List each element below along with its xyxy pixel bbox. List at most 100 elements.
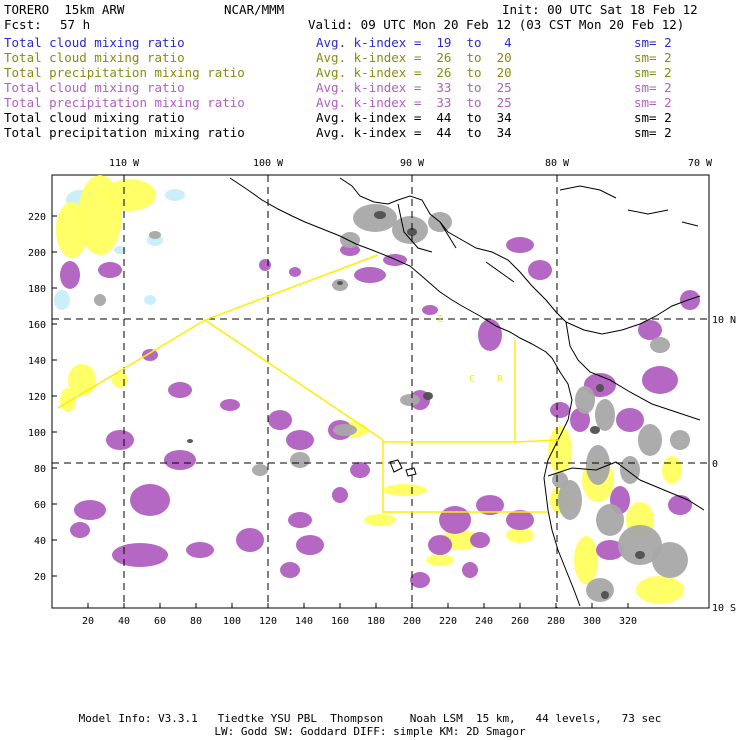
longitude-label: 110 W	[109, 158, 140, 169]
dark-cloud-patch	[337, 281, 343, 285]
legend-kindex: Avg. k-index = 33 to 25	[316, 80, 512, 95]
init-time: Init: 00 UTC Sat 18 Feb 12	[502, 2, 698, 17]
cloud-light-cloud-patch	[54, 290, 70, 310]
forecast-label: Fcst:	[4, 17, 42, 32]
gray-cloud-patch	[333, 424, 357, 436]
purple-cloud-patch	[259, 259, 271, 271]
purple-cloud-patch	[616, 408, 644, 432]
x-tick-label: 260	[511, 616, 529, 627]
purple-cloud-patch	[350, 462, 370, 478]
gray-cloud-patch	[575, 386, 595, 414]
y-tick-label: 180	[28, 284, 46, 295]
gray-cloud-patch	[400, 394, 420, 406]
longitude-label: 100 W	[253, 158, 284, 169]
legend-kindex: Avg. k-index = 44 to 34	[316, 110, 512, 125]
purple-cloud-patch	[340, 244, 360, 256]
gray-cloud-patch	[595, 399, 615, 431]
legend-field: Total precipitation mixing ratio	[4, 125, 245, 140]
purple-cloud-patch	[74, 500, 106, 520]
model-info-line2: LW: Godd SW: Goddard DIFF: simple KM: 2D…	[214, 725, 526, 738]
y-tick-label: 40	[34, 536, 46, 547]
legend-field: Total cloud mixing ratio	[4, 35, 185, 50]
purple-cloud-patch	[668, 495, 692, 515]
lat-lon-grid	[52, 175, 709, 608]
yellow-cloud-patch	[104, 179, 156, 211]
purple-cloud-patch	[550, 402, 570, 418]
legend-smoothing: sm= 2	[634, 65, 672, 80]
yellow-cloud-patch	[60, 388, 76, 412]
legend-field: Total precipitation mixing ratio	[4, 65, 245, 80]
purple-cloud-patch	[638, 320, 662, 340]
purple-cloud-patch	[470, 532, 490, 548]
gulf-coast	[339, 177, 567, 323]
caribbean-islands	[559, 185, 699, 227]
yellow-cloud-patch	[364, 514, 396, 526]
purple-cloud-patch	[478, 319, 502, 351]
gray-cloud-patch	[586, 445, 610, 485]
galapagos	[389, 459, 417, 477]
cloud-light-cloud-patch	[114, 246, 126, 254]
cloud-light-cloud-patch	[165, 189, 185, 201]
gray-cloud-patch	[353, 204, 397, 232]
legend-smoothing: sm= 2	[634, 110, 672, 125]
legend-field: Total cloud mixing ratio	[4, 110, 185, 125]
gray-cloud-patch	[290, 452, 310, 468]
colombia-border	[565, 321, 701, 421]
y-tick-label: 60	[34, 500, 46, 511]
legend-smoothing: sm= 2	[634, 125, 672, 140]
x-tick-label: 140	[295, 616, 313, 627]
purple-cloud-patch	[462, 562, 478, 578]
area-letter: R	[497, 374, 504, 385]
gray-cloud-patch	[652, 542, 688, 578]
legend-kindex: Avg. k-index = 19 to 4	[316, 35, 512, 50]
legend-field: Total precipitation mixing ratio	[4, 95, 245, 110]
dark-cloud-patch	[601, 591, 609, 599]
gray-cloud-patch	[252, 464, 268, 476]
gray-cloud-patch	[620, 456, 640, 484]
legend-field: Total cloud mixing ratio	[4, 50, 185, 65]
mexico-central-america-coast	[229, 177, 553, 359]
gray-cloud-patch	[94, 294, 106, 306]
purple-cloud-patch	[168, 382, 192, 398]
purple-cloud-patch	[130, 484, 170, 516]
purple-cloud-patch	[476, 495, 504, 515]
track-west	[204, 319, 384, 441]
purple-cloud-patch	[220, 399, 240, 411]
dark-cloud-patch	[187, 439, 193, 443]
x-tick-label: 160	[331, 616, 349, 627]
purple-cloud-patch	[236, 528, 264, 552]
dark-cloud-patch	[596, 384, 604, 392]
purple-cloud-patch	[642, 366, 678, 394]
agency-name: NCAR/MMM	[224, 2, 285, 17]
y-tick-label: 200	[28, 248, 46, 259]
y-tick-label: 80	[34, 464, 46, 475]
gray-cloud-patch	[638, 424, 662, 456]
legend-smoothing: sm= 2	[634, 50, 672, 65]
x-tick-label: 320	[619, 616, 637, 627]
y-tick-label: 160	[28, 320, 46, 331]
gray-cloud-patch	[618, 525, 662, 565]
purple-cloud-patch	[596, 540, 624, 560]
purple-cloud-patch	[112, 543, 168, 567]
track-coast	[514, 439, 561, 443]
x-tick-label: 220	[439, 616, 457, 627]
x-tick-label: 40	[118, 616, 130, 627]
gray-cloud-patch	[650, 337, 670, 353]
x-tick-label: 280	[547, 616, 565, 627]
purple-cloud-patch	[428, 535, 452, 555]
x-tick-label: 80	[190, 616, 202, 627]
purple-cloud-patch	[98, 262, 122, 278]
x-tick-label: 240	[475, 616, 493, 627]
caribbean-coast	[565, 295, 701, 335]
south-america-coast	[543, 357, 581, 607]
gray-cloud-patch	[596, 504, 624, 536]
purple-cloud-patch	[354, 267, 386, 283]
purple-cloud-patch	[286, 430, 314, 450]
x-tick-label: 200	[403, 616, 421, 627]
legend-smoothing: sm= 2	[634, 80, 672, 95]
yellow-cloud-patch	[426, 554, 454, 566]
x-tick-label: 120	[259, 616, 277, 627]
legend-smoothing: sm= 2	[634, 95, 672, 110]
longitude-label: 90 W	[400, 158, 425, 169]
